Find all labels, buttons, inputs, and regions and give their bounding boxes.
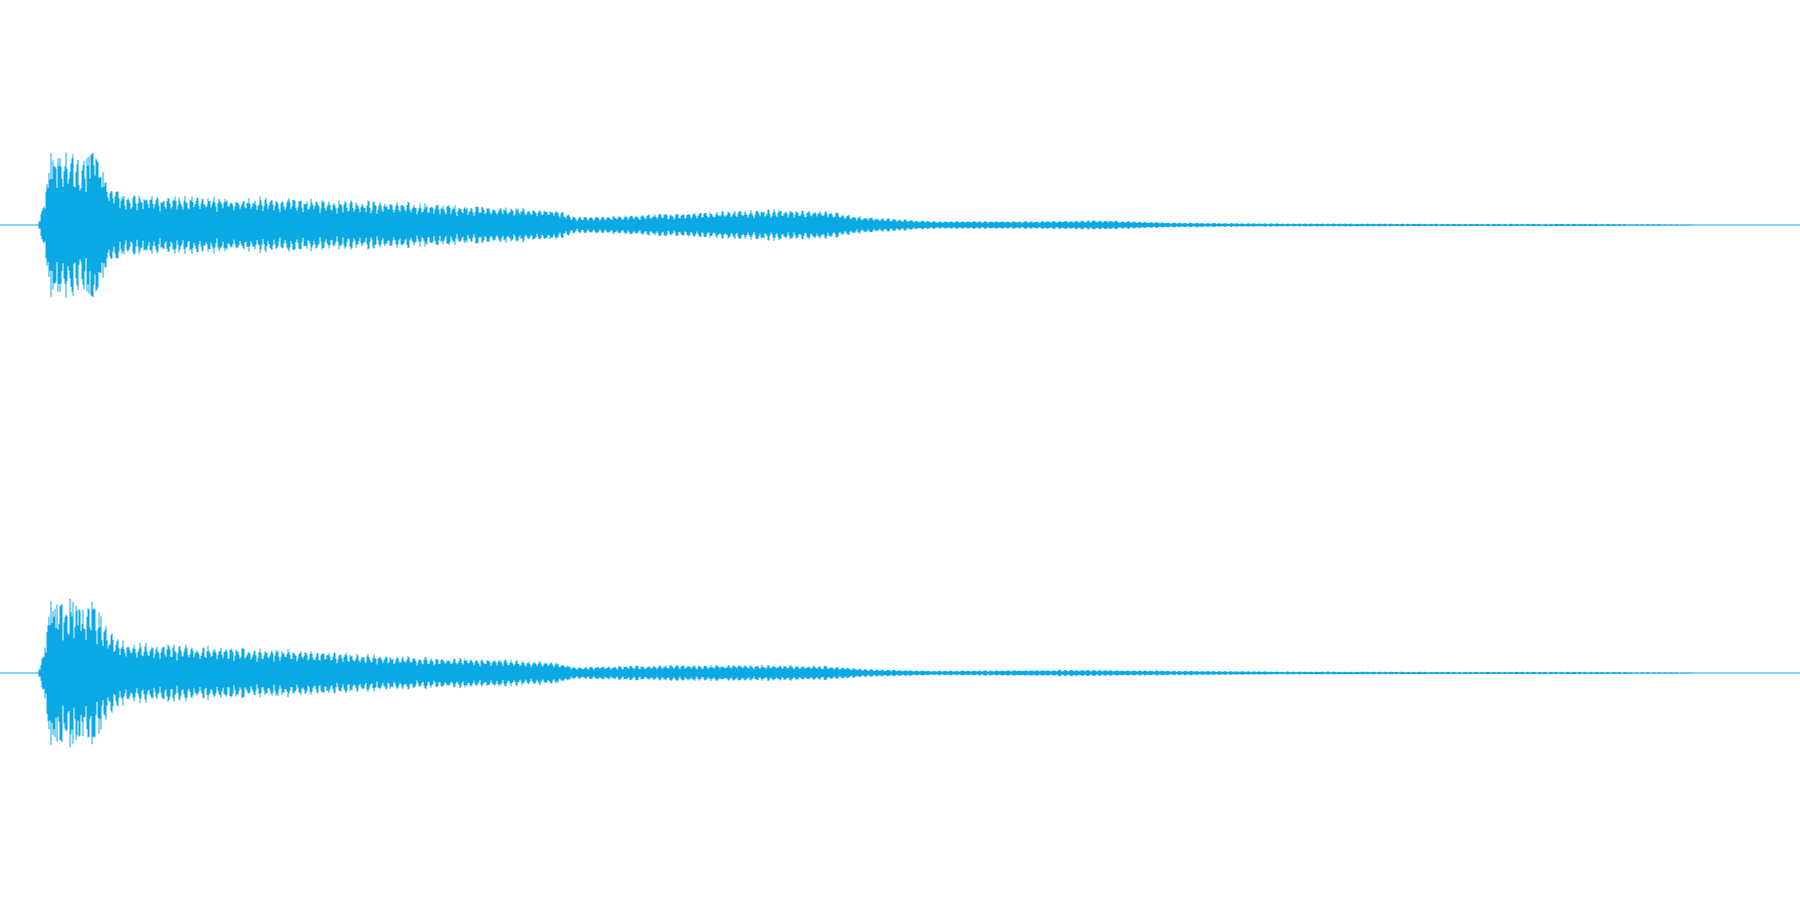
channel-2-waveform bbox=[38, 598, 1692, 748]
waveform-channel-1 bbox=[0, 152, 1800, 298]
channel-1-waveform bbox=[38, 152, 1692, 298]
waveform-channel-2 bbox=[0, 598, 1800, 748]
